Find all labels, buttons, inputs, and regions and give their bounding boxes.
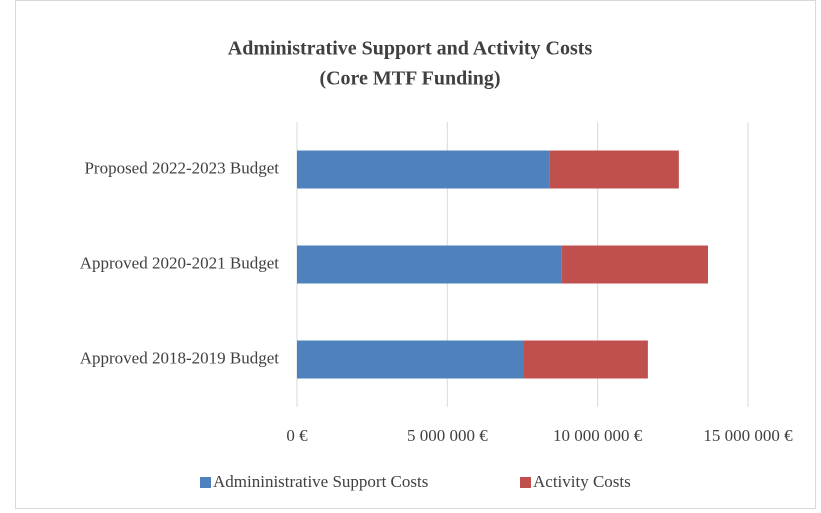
legend-label: Activity Costs (533, 472, 631, 491)
bar-segment (549, 150, 679, 189)
bar-segment (297, 340, 525, 379)
bar-segment (297, 150, 550, 189)
legend-swatch (200, 477, 211, 488)
x-tick-label: 15 000 000 € (703, 426, 793, 445)
legend-label: Admininistrative Support Costs (213, 472, 428, 491)
bar-segment (524, 340, 648, 379)
x-tick-label: 5 000 000 € (407, 426, 488, 445)
y-tick-label: Approved 2018-2019 Budget (80, 348, 280, 367)
legend-swatch (520, 477, 531, 488)
y-tick-label: Approved 2020-2021 Budget (80, 253, 280, 272)
bar-segment (561, 245, 709, 284)
chart-subtitle: (Core MTF Funding) (319, 68, 500, 90)
bar-segment (297, 245, 562, 284)
x-tick-label: 0 € (286, 426, 308, 445)
y-tick-label: Proposed 2022-2023 Budget (84, 158, 279, 177)
chart-title: Administrative Support and Activity Cost… (228, 38, 593, 60)
x-tick-label: 10 000 000 € (553, 426, 643, 445)
